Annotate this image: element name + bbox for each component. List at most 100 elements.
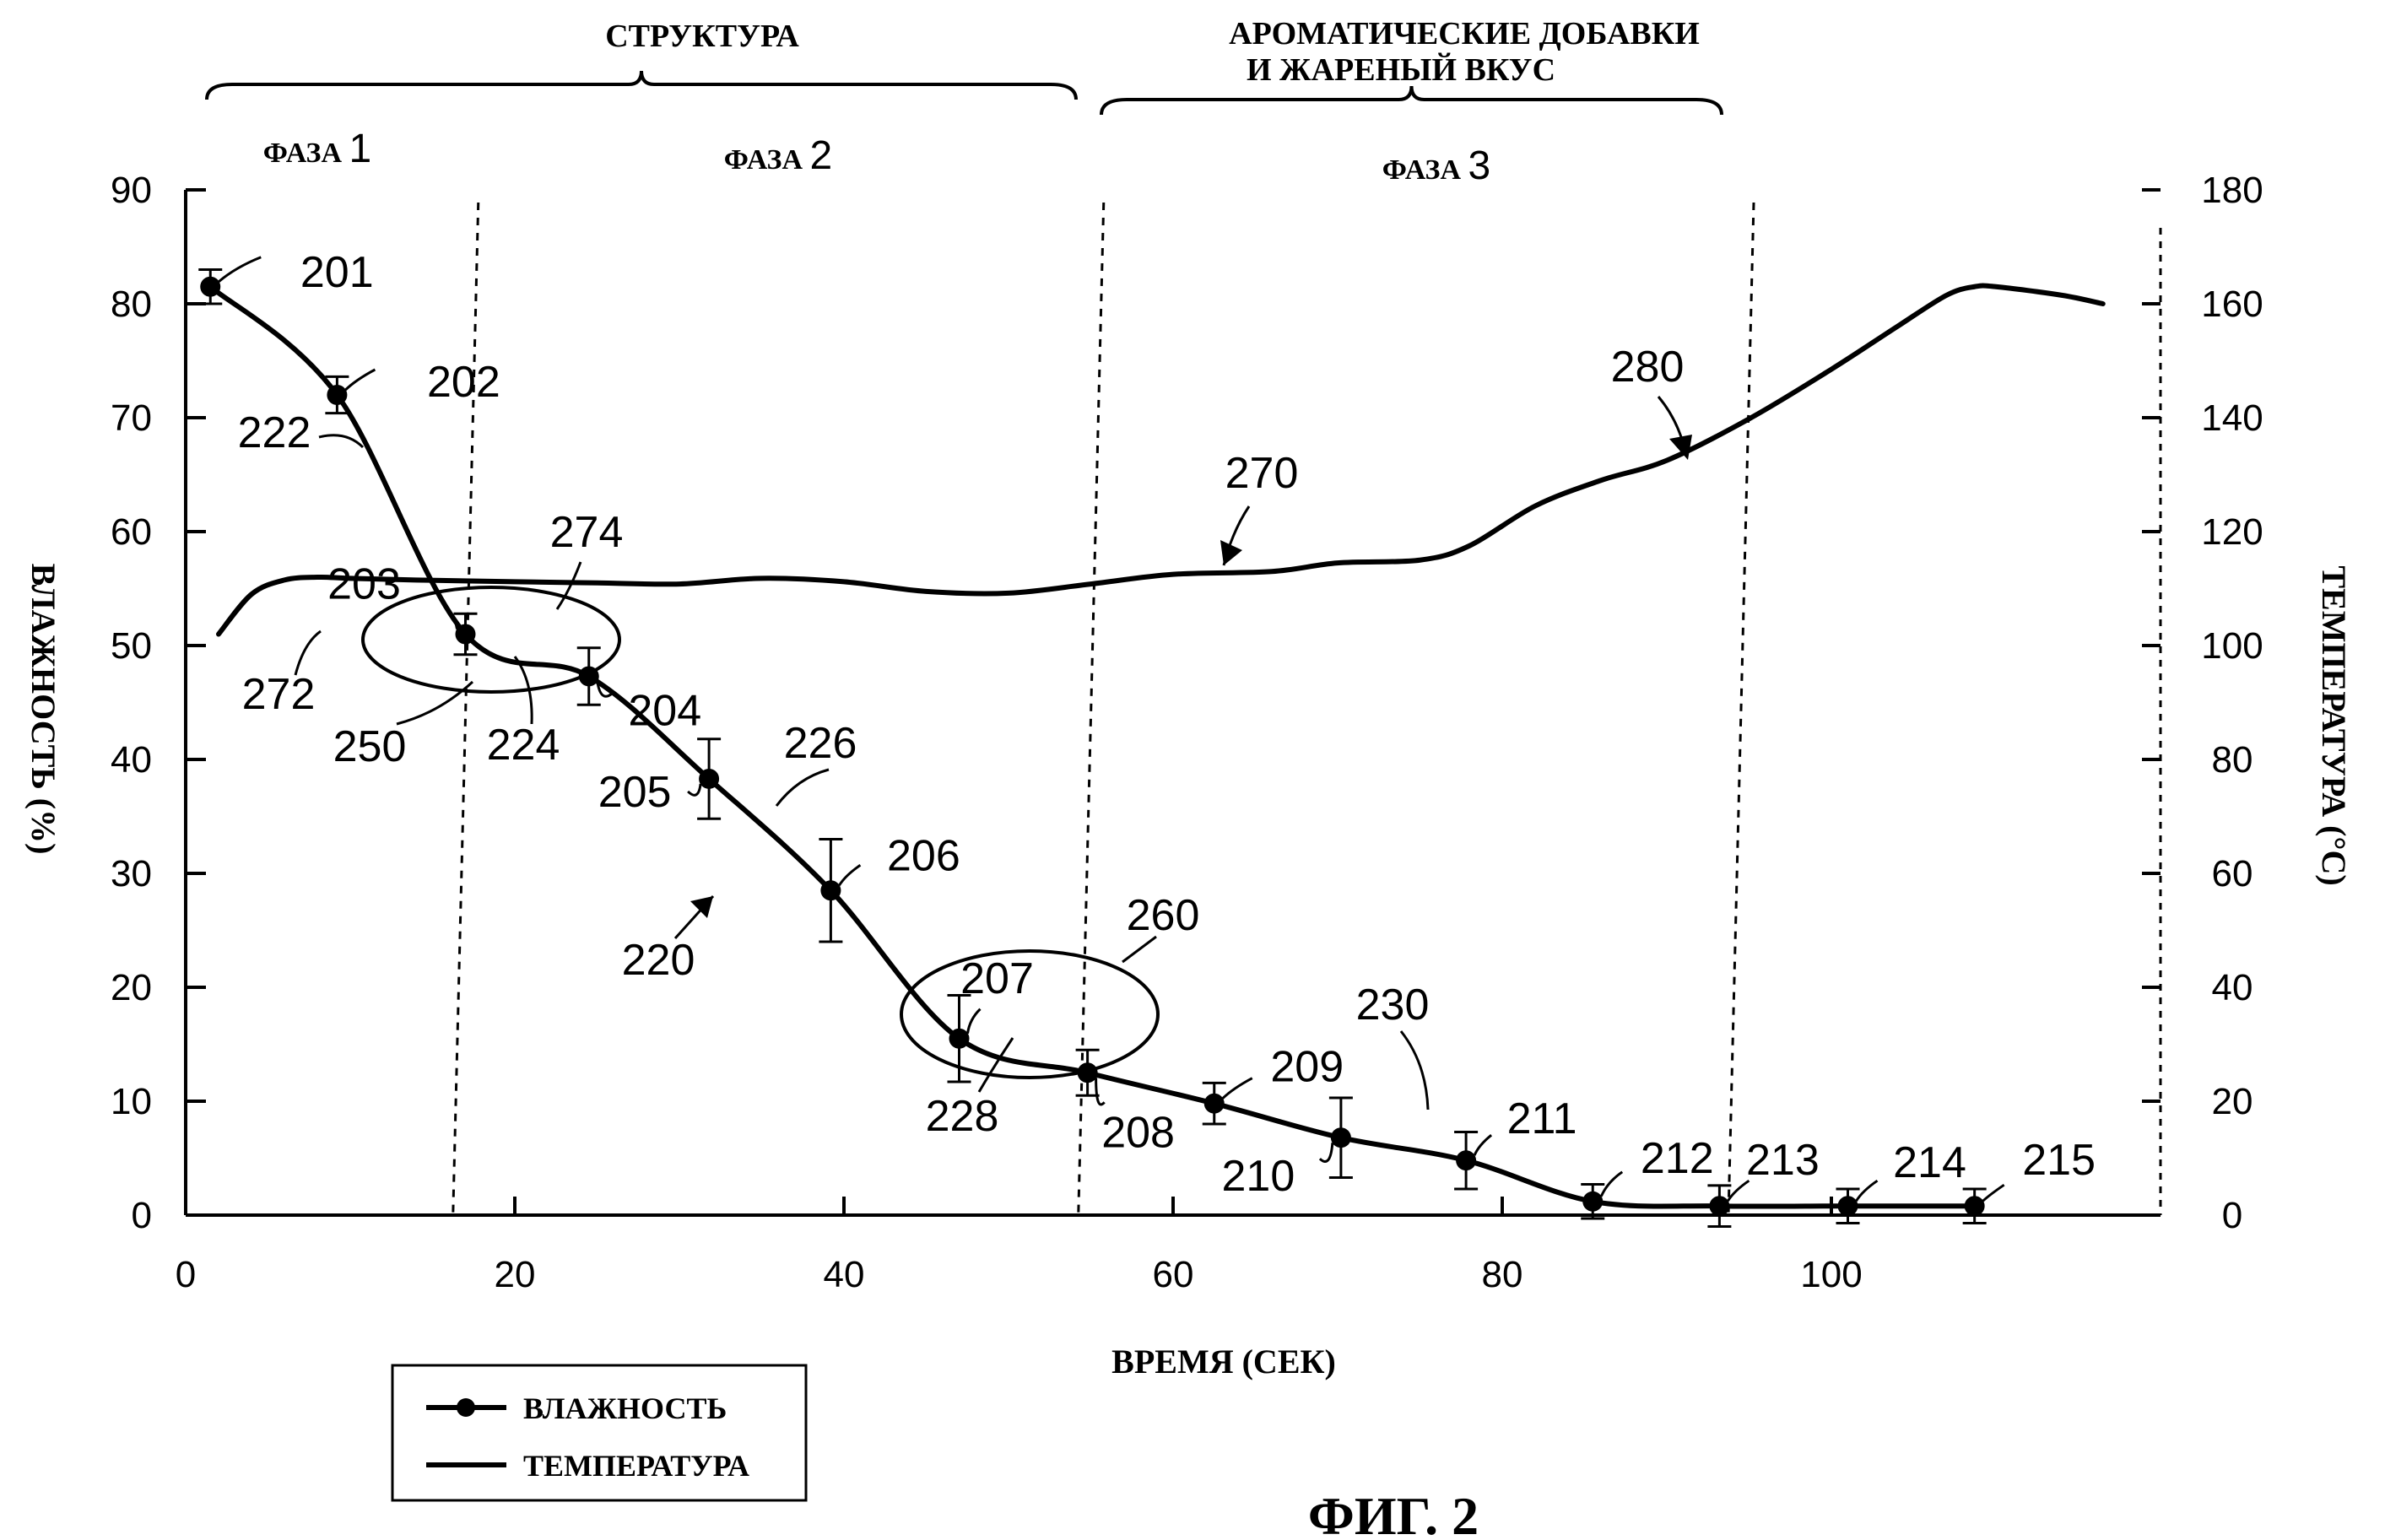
y-right-tick-label: 80	[2212, 739, 2253, 781]
y-left-tick-label: 60	[111, 511, 152, 553]
annotation-label-274: 274	[550, 508, 624, 557]
x-tick-label: 40	[824, 1254, 865, 1295]
temperature-series	[219, 285, 2103, 634]
flavor-label-line1: АРОМАТИЧЕСКИЕ ДОБАВКИ	[1229, 16, 1700, 51]
flavor-brace	[1101, 86, 1722, 115]
annotation-label-222: 222	[238, 408, 311, 457]
y-left-tick-label: 30	[111, 853, 152, 894]
annotation-label-226: 226	[784, 719, 857, 768]
leader-207	[968, 1009, 981, 1034]
structure-label: СТРУКТУРА	[605, 19, 799, 54]
reference-annotations: 2012022032042052062072082092102112122132…	[219, 248, 2096, 1201]
ref-label-207: 207	[960, 954, 1034, 1003]
ref-label-209: 209	[1270, 1043, 1344, 1092]
y-left-tick-label: 80	[111, 284, 152, 325]
moisture-point-206	[820, 880, 841, 900]
ref-label-205: 205	[598, 768, 672, 817]
moisture-point-215	[1965, 1196, 1985, 1216]
y-right-tick-label: 20	[2212, 1081, 2253, 1122]
ref-label-201: 201	[300, 248, 374, 297]
phase-boundary-3	[1728, 203, 1754, 1215]
moisture-point-211	[1456, 1150, 1476, 1170]
moisture-point-207	[949, 1029, 970, 1049]
x-tick-label: 20	[495, 1254, 536, 1295]
y-right-tick-label: 160	[2201, 284, 2263, 325]
leader-201	[219, 257, 261, 282]
chart-axes: 0102030405060708090020406080100120140160…	[24, 170, 2353, 1381]
annotation-label-230: 230	[1356, 981, 1430, 1029]
structure-brace	[207, 71, 1076, 100]
y-right-tick-label: 180	[2201, 170, 2263, 211]
ref-label-206: 206	[887, 831, 960, 880]
moisture-point-210	[1331, 1127, 1351, 1148]
leader-215	[1983, 1185, 2004, 1201]
y-left-tick-label: 70	[111, 397, 152, 439]
annotation-label-270: 270	[1225, 449, 1299, 498]
ref-label-208: 208	[1101, 1108, 1175, 1157]
ref-label-212: 212	[1641, 1134, 1714, 1183]
moisture-point-203	[456, 624, 476, 645]
leader-202	[345, 370, 375, 390]
y-right-tick-label: 140	[2201, 397, 2263, 439]
x-tick-label: 100	[1800, 1254, 1862, 1295]
phase-label-2: ФАЗА 2	[724, 133, 832, 178]
moisture-point-205	[699, 769, 719, 789]
annotation-leader-226	[776, 770, 829, 806]
legend: ВЛАЖНОСТЬТЕМПЕРАТУРА	[392, 1365, 806, 1500]
temperature-line	[219, 285, 2103, 634]
leader-209	[1223, 1078, 1252, 1099]
moisture-point-202	[327, 385, 347, 405]
ref-label-204: 204	[628, 686, 701, 735]
moisture-point-213	[1709, 1196, 1729, 1216]
annotation-arrowhead-220	[690, 896, 713, 918]
moisture-point-209	[1204, 1094, 1225, 1114]
x-tick-label: 60	[1153, 1254, 1194, 1295]
annotation-label-260: 260	[1127, 891, 1200, 940]
legend-marker-1	[457, 1398, 475, 1417]
legend-label-2: ТЕМПЕРАТУРА	[523, 1449, 749, 1483]
leader-210	[1320, 1143, 1333, 1161]
phase-headers: СТРУКТУРА АРОМАТИЧЕСКИЕ ДОБАВКИИ ЖАРЕНЫЙ …	[207, 16, 1722, 188]
y-left-tick-label: 40	[111, 739, 152, 781]
ellipse-250	[363, 587, 619, 692]
y-left-tick-label: 50	[111, 625, 152, 667]
moisture-point-201	[200, 277, 220, 297]
ref-label-213: 213	[1746, 1136, 1820, 1185]
phase-boundary-1	[453, 203, 479, 1215]
annotation-label-220: 220	[622, 936, 695, 985]
leader-208	[1096, 1078, 1105, 1105]
annotation-label-280: 280	[1611, 343, 1685, 392]
figure-caption: ФИГ. 2	[1308, 1486, 1479, 1540]
y-right-tick-label: 60	[2212, 853, 2253, 894]
moisture-point-214	[1838, 1196, 1858, 1216]
x-axis-title: ВРЕМЯ (СЕК)	[1111, 1343, 1336, 1381]
annotation-label-224: 224	[487, 721, 560, 770]
ref-label-211: 211	[1507, 1094, 1577, 1143]
ref-label-210: 210	[1222, 1152, 1295, 1201]
moisture-point-212	[1582, 1191, 1603, 1212]
y-right-tick-label: 100	[2201, 625, 2263, 667]
phase-label-3: ФАЗА 3	[1382, 143, 1490, 188]
phase-label-1: ФАЗА 1	[263, 127, 371, 171]
ref-label-202: 202	[427, 358, 500, 407]
annotation-label-228: 228	[926, 1092, 999, 1141]
annotation-leader-222	[319, 435, 363, 447]
y-right-tick-label: 0	[2222, 1195, 2242, 1236]
annotation-label-250: 250	[333, 722, 407, 771]
ref-label-214: 214	[1893, 1138, 1966, 1187]
y-left-tick-label: 20	[111, 967, 152, 1008]
annotation-leader-260	[1122, 937, 1156, 962]
annotation-leader-228	[979, 1038, 1013, 1092]
x-tick-label: 0	[176, 1254, 196, 1295]
y-left-tick-label: 0	[132, 1195, 152, 1236]
leader-211	[1474, 1135, 1491, 1155]
flavor-label-line2: И ЖАРЕНЫЙ ВКУС	[1247, 52, 1555, 88]
y-left-tick-label: 10	[111, 1081, 152, 1122]
annotation-leader-230	[1401, 1031, 1428, 1110]
annotation-leader-272	[295, 631, 321, 675]
y-right-tick-label: 40	[2212, 967, 2253, 1008]
y-right-tick-label: 120	[2201, 511, 2263, 553]
leader-214	[1857, 1181, 1878, 1201]
moisture-series	[198, 270, 1986, 1227]
